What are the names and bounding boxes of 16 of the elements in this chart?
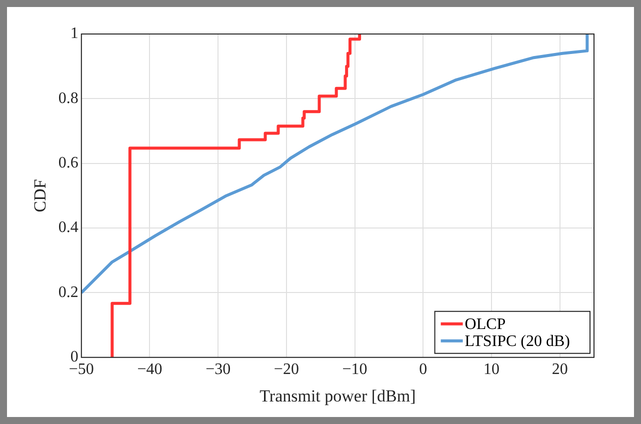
x-axis-title: Transmit power [dBm] [260, 386, 416, 406]
x-tick-label: 20 [552, 361, 568, 378]
legend-label: LTSIPC (20 dB) [464, 333, 570, 350]
y-axis-title: CDF [30, 179, 50, 212]
x-tick-label: −40 [137, 361, 162, 378]
legend-label: OLCP [464, 316, 506, 334]
y-tick-label: 0.2 [58, 284, 78, 301]
y-tick-label: 0.6 [58, 154, 78, 172]
y-tick-label: 0.8 [58, 90, 78, 107]
x-tick-label: 0 [419, 361, 428, 378]
x-tick-label: −20 [274, 361, 299, 378]
x-tick-label: −30 [206, 361, 231, 378]
x-tick-label: −10 [342, 361, 368, 378]
x-tick-label: 10 [483, 361, 500, 378]
y-tick-label: 1 [70, 25, 78, 42]
y-tick-label: 0.4 [58, 219, 78, 236]
